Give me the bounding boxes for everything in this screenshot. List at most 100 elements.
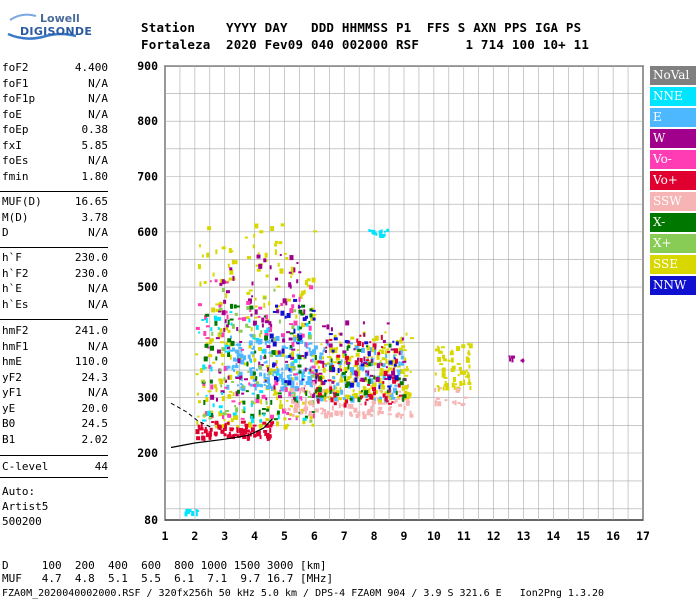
echo-point-e — [249, 333, 254, 336]
echo-point-nnw — [284, 315, 287, 319]
echo-point-sse — [367, 388, 371, 394]
echo-point-sse — [254, 223, 259, 229]
echo-point-vo — [298, 296, 301, 302]
echo-point-w — [363, 332, 366, 337]
param-row-hf: h`F 230.0 — [2, 251, 108, 265]
x-tick-label: 10 — [427, 529, 441, 543]
echo-point-w — [215, 337, 220, 340]
param-row-yf2: yF2 24.3 — [2, 371, 108, 385]
echo-point-ssw — [322, 388, 326, 393]
echo-point-e — [301, 371, 305, 376]
echo-point-sse — [332, 361, 337, 364]
param-row-fof1p: foF1p N/A — [2, 92, 108, 106]
echo-point-ssw — [291, 393, 294, 396]
echo-point-sse — [364, 363, 367, 367]
echo-point-sse — [251, 352, 254, 358]
echo-point-vo — [202, 382, 206, 386]
echo-point-e — [240, 383, 243, 386]
echo-point-nnw — [367, 351, 371, 357]
echo-point-w — [226, 346, 230, 350]
echo-point-vo — [343, 402, 347, 408]
param-value: N/A — [88, 226, 108, 239]
echo-point-sse — [279, 268, 284, 274]
echo-point-e — [285, 363, 289, 367]
echo-point-vo — [195, 429, 200, 435]
echo-point-x — [245, 390, 249, 393]
echo-point-e — [231, 347, 235, 352]
echo-point-nne — [217, 316, 222, 321]
echo-point-ssw — [350, 413, 354, 417]
echo-point-x — [324, 392, 327, 397]
y-tick-label: 600 — [137, 225, 158, 239]
echo-point-nnw — [286, 313, 291, 319]
echo-point-sse — [342, 353, 346, 359]
echo-point-vo — [333, 402, 337, 406]
echo-point-nne — [297, 340, 300, 343]
echo-point-sse — [290, 271, 294, 276]
echo-point-x — [210, 345, 215, 351]
echo-point-e — [233, 368, 236, 372]
echo-point-e — [326, 342, 329, 346]
echo-point-sse — [375, 362, 378, 365]
echo-point-nne — [380, 233, 385, 238]
echo-point-sse — [461, 344, 466, 349]
echo-point-sse — [276, 366, 279, 369]
echo-point-e — [319, 352, 324, 356]
echo-point-sse — [274, 240, 278, 244]
echo-point-w — [227, 375, 230, 380]
echo-point-nne — [221, 392, 224, 396]
echo-point-sse — [280, 223, 285, 227]
echo-point-nne — [252, 337, 255, 340]
param-row-hes: h`Es N/A — [2, 298, 108, 312]
echo-point-vo — [253, 433, 257, 438]
echo-point-w — [278, 395, 283, 399]
echo-point-w — [376, 363, 380, 369]
legend-item-noval: NoVal — [650, 66, 696, 85]
echo-point-vo — [240, 432, 244, 437]
echo-point-nne — [277, 414, 280, 420]
echo-point-x — [277, 392, 282, 395]
echo-point-vo — [372, 343, 377, 348]
echo-point-vo — [259, 435, 262, 440]
echo-point-nne — [305, 322, 309, 327]
echo-point-ssw — [377, 401, 382, 405]
echo-point-w — [309, 368, 312, 374]
echo-point-sse — [306, 278, 311, 282]
echo-point-sse — [287, 363, 290, 369]
param-label: foF1p — [2, 92, 36, 105]
echo-point-e — [356, 382, 360, 388]
echo-point-x — [203, 399, 206, 405]
echo-point-w — [521, 358, 524, 363]
echo-point-sse — [230, 250, 234, 253]
echo-point-sse — [467, 350, 470, 354]
echo-point-e — [265, 360, 268, 364]
echo-point-vo — [369, 394, 374, 400]
echo-point-sse — [228, 374, 233, 380]
echo-point-vo — [222, 427, 227, 431]
echo-point-sse — [442, 386, 445, 391]
echo-point-sse — [376, 354, 380, 360]
param-row-b0: B0 24.5 — [2, 417, 108, 431]
echo-point-vo — [380, 362, 383, 366]
echo-point-x — [289, 332, 294, 335]
echo-point-w — [270, 324, 273, 329]
echo-point-nnw — [315, 375, 318, 380]
echo-point-sse — [373, 383, 376, 388]
echo-point-sse — [254, 316, 258, 319]
echo-point-x — [403, 377, 406, 381]
echo-point-ssw — [367, 397, 370, 400]
echo-point-sse — [301, 322, 304, 328]
echo-point-sse — [264, 252, 268, 258]
echo-point-w — [224, 379, 227, 383]
echo-point-sse — [266, 365, 270, 369]
echo-point-vo — [295, 373, 299, 376]
param-value: 16.65 — [74, 195, 108, 208]
echo-point-sse — [400, 336, 403, 341]
echo-point-sse — [465, 357, 470, 363]
echo-point-w — [328, 343, 333, 348]
echo-point-ssw — [284, 408, 287, 411]
echo-point-ssw — [304, 398, 307, 403]
auto-artist: Artist5 — [2, 500, 49, 513]
echo-point-sse — [254, 305, 258, 308]
echo-point-sse — [443, 376, 448, 379]
